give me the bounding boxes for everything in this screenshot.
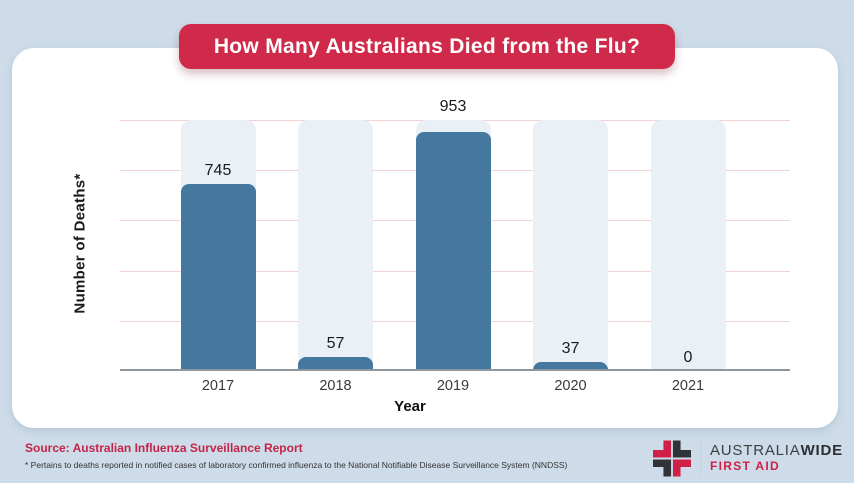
x-axis-label: Year — [394, 398, 426, 415]
brand-name-main: AUSTRALIA — [710, 442, 801, 459]
footnote-text: * Pertains to deaths reported in notifie… — [25, 460, 568, 470]
bar-value-label: 37 — [561, 339, 580, 357]
x-tick-label: 2019 — [436, 378, 470, 394]
first-aid-cross-icon — [653, 439, 691, 477]
x-tick-label: 2020 — [554, 378, 587, 394]
x-tick-label: 2018 — [319, 378, 352, 394]
bar-value-label: 57 — [326, 334, 345, 352]
bar-value-label: 953 — [439, 98, 467, 115]
bar-background — [533, 120, 608, 371]
bar-value-label: 745 — [204, 162, 232, 179]
brand-name: AUSTRALIAWIDE — [710, 443, 843, 459]
bar — [533, 361, 608, 371]
title-banner: How Many Australians Died from the Flu? — [179, 24, 675, 69]
bar-background — [298, 120, 373, 371]
brand-subtitle: FIRST AID — [710, 459, 780, 473]
page-title: How Many Australians Died from the Flu? — [213, 34, 641, 58]
brand-text: AUSTRALIAWIDE FIRST AID — [710, 443, 843, 474]
x-axis-line — [120, 369, 790, 371]
logo-divider — [700, 439, 701, 477]
bar — [415, 131, 491, 371]
source-text: Source: Australian Influenza Surveillanc… — [25, 441, 303, 455]
bar — [180, 184, 256, 371]
y-axis-label: Number of Deaths* — [71, 173, 89, 314]
bar — [298, 356, 373, 371]
x-tick-label: 2017 — [201, 378, 235, 394]
x-tick-label: 2021 — [671, 378, 705, 394]
brand-name-bold: WIDE — [800, 442, 843, 459]
brand-logo: AUSTRALIAWIDE FIRST AID — [653, 439, 843, 477]
bar-value-label: 0 — [683, 349, 693, 366]
footer: Source: Australian Influenza Surveillanc… — [0, 428, 854, 483]
bar-background — [650, 120, 726, 371]
